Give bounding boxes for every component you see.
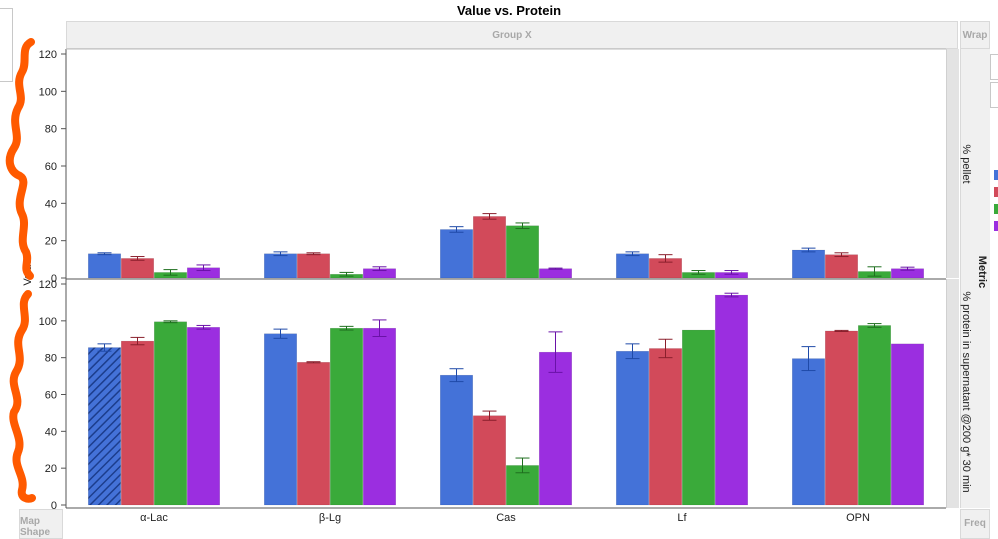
bar bbox=[473, 216, 506, 279]
bar bbox=[616, 350, 649, 506]
overlay-metric-dropzone[interactable] bbox=[960, 49, 990, 508]
y-tick-label: 40 bbox=[45, 426, 57, 438]
bar bbox=[715, 294, 748, 506]
right-panel-tab-2[interactable] bbox=[990, 82, 998, 108]
y-tick-label: 20 bbox=[45, 463, 57, 475]
y-tick-label: 40 bbox=[45, 198, 57, 210]
x-tick-label: OPN bbox=[846, 512, 870, 524]
y-tick-label: 80 bbox=[45, 124, 57, 136]
bar bbox=[297, 362, 330, 506]
y-tick-label: 0 bbox=[51, 500, 57, 512]
legend-swatch-2[interactable] bbox=[994, 187, 998, 197]
group-x-label: Group X bbox=[492, 29, 532, 41]
x-tick-label: β-Lg bbox=[319, 512, 341, 524]
legend-swatch-1[interactable] bbox=[994, 170, 998, 180]
bar bbox=[682, 329, 715, 506]
wrap-dropzone[interactable]: Wrap bbox=[960, 21, 990, 49]
bar bbox=[121, 258, 154, 279]
annotation-stroke-top bbox=[5, 38, 35, 280]
y-tick-label: 120 bbox=[39, 49, 57, 61]
chart-title: Value vs. Protein bbox=[456, 3, 562, 18]
bar bbox=[473, 415, 506, 506]
bar bbox=[539, 351, 572, 506]
bar bbox=[88, 253, 121, 279]
bar bbox=[363, 327, 396, 506]
bar bbox=[187, 327, 220, 506]
right-panel-tab-1[interactable] bbox=[990, 54, 998, 80]
row-strip-pellet bbox=[946, 49, 959, 278]
bar bbox=[440, 229, 473, 279]
annotation-stroke-bottom bbox=[9, 290, 36, 503]
bar bbox=[440, 374, 473, 506]
bar bbox=[264, 253, 297, 279]
row-strip-supernatant bbox=[946, 279, 959, 508]
y-tick-label: 60 bbox=[45, 390, 57, 402]
x-tick-label: Lf bbox=[677, 512, 687, 524]
x-tick-label: α-Lac bbox=[140, 512, 168, 524]
bar bbox=[264, 333, 297, 506]
bar bbox=[154, 321, 187, 506]
group-x-dropzone[interactable]: Group X bbox=[66, 21, 958, 49]
y-tick-label: 120 bbox=[39, 279, 57, 291]
x-tick-label: Cas bbox=[496, 512, 516, 524]
bar bbox=[297, 253, 330, 279]
bar bbox=[616, 253, 649, 279]
left-panel-tab[interactable] bbox=[0, 8, 13, 82]
bar bbox=[825, 330, 858, 506]
y-tick-label: 20 bbox=[45, 236, 57, 248]
y-tick-label: 0 bbox=[51, 273, 57, 285]
bar bbox=[891, 343, 924, 506]
bar bbox=[792, 249, 825, 279]
bar bbox=[121, 340, 154, 506]
bar bbox=[792, 358, 825, 506]
legend-swatch-3[interactable] bbox=[994, 204, 998, 214]
bar bbox=[858, 325, 891, 506]
bar bbox=[649, 348, 682, 506]
map-shape-label: Map Shape bbox=[20, 516, 51, 538]
y-tick-label: 100 bbox=[39, 316, 57, 328]
freq-label: Freq bbox=[964, 518, 986, 529]
wrap-label: Wrap bbox=[962, 29, 988, 41]
y-tick-label: 100 bbox=[39, 86, 57, 98]
bar bbox=[825, 254, 858, 279]
y-tick-label: 60 bbox=[45, 161, 57, 173]
legend-swatch-4[interactable] bbox=[994, 221, 998, 231]
bar bbox=[539, 268, 572, 279]
bar bbox=[88, 347, 121, 506]
bar bbox=[506, 225, 539, 279]
bar bbox=[330, 327, 363, 506]
y-tick-label: 80 bbox=[45, 353, 57, 365]
